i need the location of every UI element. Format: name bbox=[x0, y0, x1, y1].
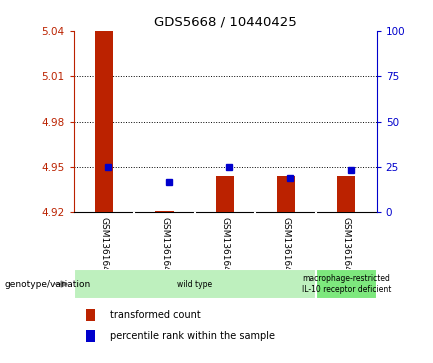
Text: GSM1361641: GSM1361641 bbox=[160, 217, 169, 277]
Text: genotype/variation: genotype/variation bbox=[4, 280, 90, 289]
Bar bbox=[86, 309, 95, 322]
Text: GSM1361640: GSM1361640 bbox=[100, 217, 108, 277]
Bar bbox=[74, 269, 316, 299]
Bar bbox=[95, 31, 113, 212]
Bar bbox=[86, 330, 95, 342]
Text: transformed count: transformed count bbox=[110, 310, 201, 321]
Text: GSM1361644: GSM1361644 bbox=[342, 217, 351, 277]
Title: GDS5668 / 10440425: GDS5668 / 10440425 bbox=[154, 15, 297, 28]
Bar bbox=[277, 176, 295, 212]
Bar bbox=[155, 211, 174, 212]
Bar bbox=[216, 176, 234, 212]
Text: percentile rank within the sample: percentile rank within the sample bbox=[110, 331, 275, 341]
Text: macrophage-restricted
IL-10 receptor deficient: macrophage-restricted IL-10 receptor def… bbox=[302, 274, 391, 294]
Bar bbox=[337, 176, 355, 212]
Text: wild type: wild type bbox=[177, 280, 213, 289]
Text: GSM1361642: GSM1361642 bbox=[221, 217, 229, 277]
Text: GSM1361643: GSM1361643 bbox=[281, 217, 290, 277]
Bar bbox=[316, 269, 377, 299]
